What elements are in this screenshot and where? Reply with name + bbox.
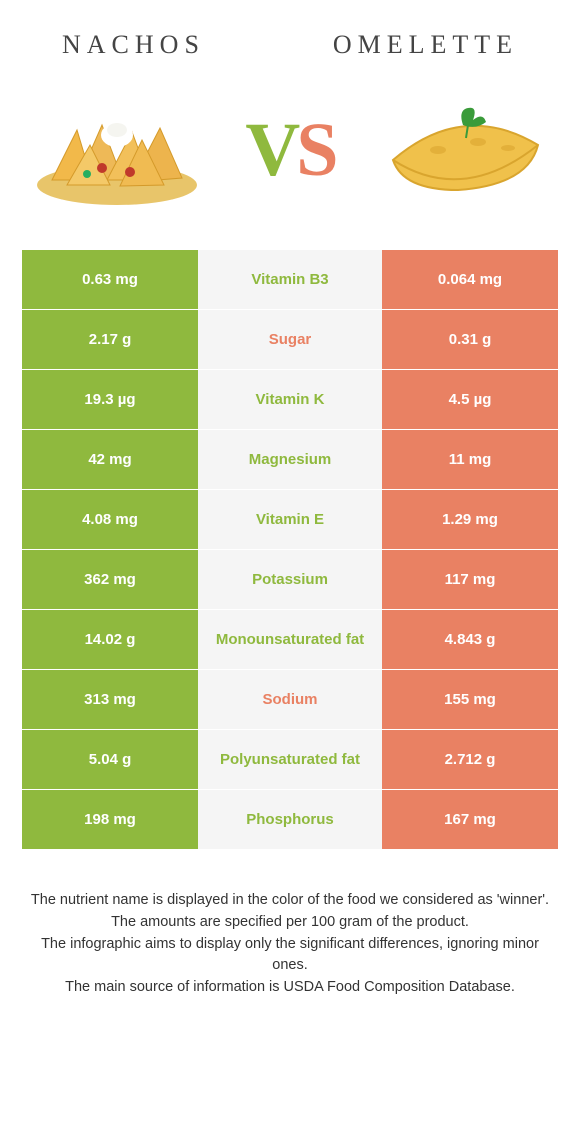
vs-label: VS [245,107,334,194]
value-left: 14.02 g [22,610,198,669]
table-row: 42 mgMagnesium11 mg [22,430,558,489]
footnote-line: The main source of information is USDA F… [30,977,550,999]
value-right: 117 mg [382,550,558,609]
table-row: 14.02 gMonounsaturated fat4.843 g [22,610,558,669]
value-right: 155 mg [382,670,558,729]
table-row: 362 mgPotassium117 mg [22,550,558,609]
value-left: 0.63 mg [22,250,198,309]
vs-s: S [296,107,334,194]
value-left: 5.04 g [22,730,198,789]
nachos-image [32,90,202,210]
value-left: 4.08 mg [22,490,198,549]
nutrient-label: Magnesium [198,430,382,489]
value-left: 198 mg [22,790,198,849]
value-left: 313 mg [22,670,198,729]
table-row: 5.04 gPolyunsaturated fat2.712 g [22,730,558,789]
footnote-line: The nutrient name is displayed in the co… [30,890,550,912]
table-row: 4.08 mgVitamin E1.29 mg [22,490,558,549]
vs-v: V [245,107,296,194]
footnote-line: The infographic aims to display only the… [30,934,550,978]
value-right: 2.712 g [382,730,558,789]
footnote-line: The amounts are specified per 100 gram o… [30,912,550,934]
value-left: 42 mg [22,430,198,489]
value-right: 1.29 mg [382,490,558,549]
value-right: 0.31 g [382,310,558,369]
nutrient-label: Potassium [198,550,382,609]
nutrient-label: Polyunsaturated fat [198,730,382,789]
table-row: 0.63 mgVitamin B30.064 mg [22,250,558,309]
food-left-title: NACHOS [62,30,205,60]
value-right: 11 mg [382,430,558,489]
value-left: 362 mg [22,550,198,609]
food-right-title: OMELETTE [333,30,518,60]
value-right: 4.5 µg [382,370,558,429]
nutrient-label: Sodium [198,670,382,729]
nutrient-label: Vitamin K [198,370,382,429]
nutrient-label: Vitamin E [198,490,382,549]
nutrient-table: 0.63 mgVitamin B30.064 mg2.17 gSugar0.31… [22,250,558,849]
nutrient-label: Sugar [198,310,382,369]
value-left: 2.17 g [22,310,198,369]
table-row: 313 mgSodium155 mg [22,670,558,729]
footnotes: The nutrient name is displayed in the co… [22,850,558,999]
value-right: 4.843 g [382,610,558,669]
table-row: 198 mgPhosphorus167 mg [22,790,558,849]
value-right: 167 mg [382,790,558,849]
table-row: 19.3 µgVitamin K4.5 µg [22,370,558,429]
hero-row: VS [22,90,558,250]
value-right: 0.064 mg [382,250,558,309]
nutrient-label: Monounsaturated fat [198,610,382,669]
value-left: 19.3 µg [22,370,198,429]
omelette-image [378,90,548,210]
title-row: NACHOS OMELETTE [22,20,558,90]
table-row: 2.17 gSugar0.31 g [22,310,558,369]
nutrient-label: Vitamin B3 [198,250,382,309]
nutrient-label: Phosphorus [198,790,382,849]
